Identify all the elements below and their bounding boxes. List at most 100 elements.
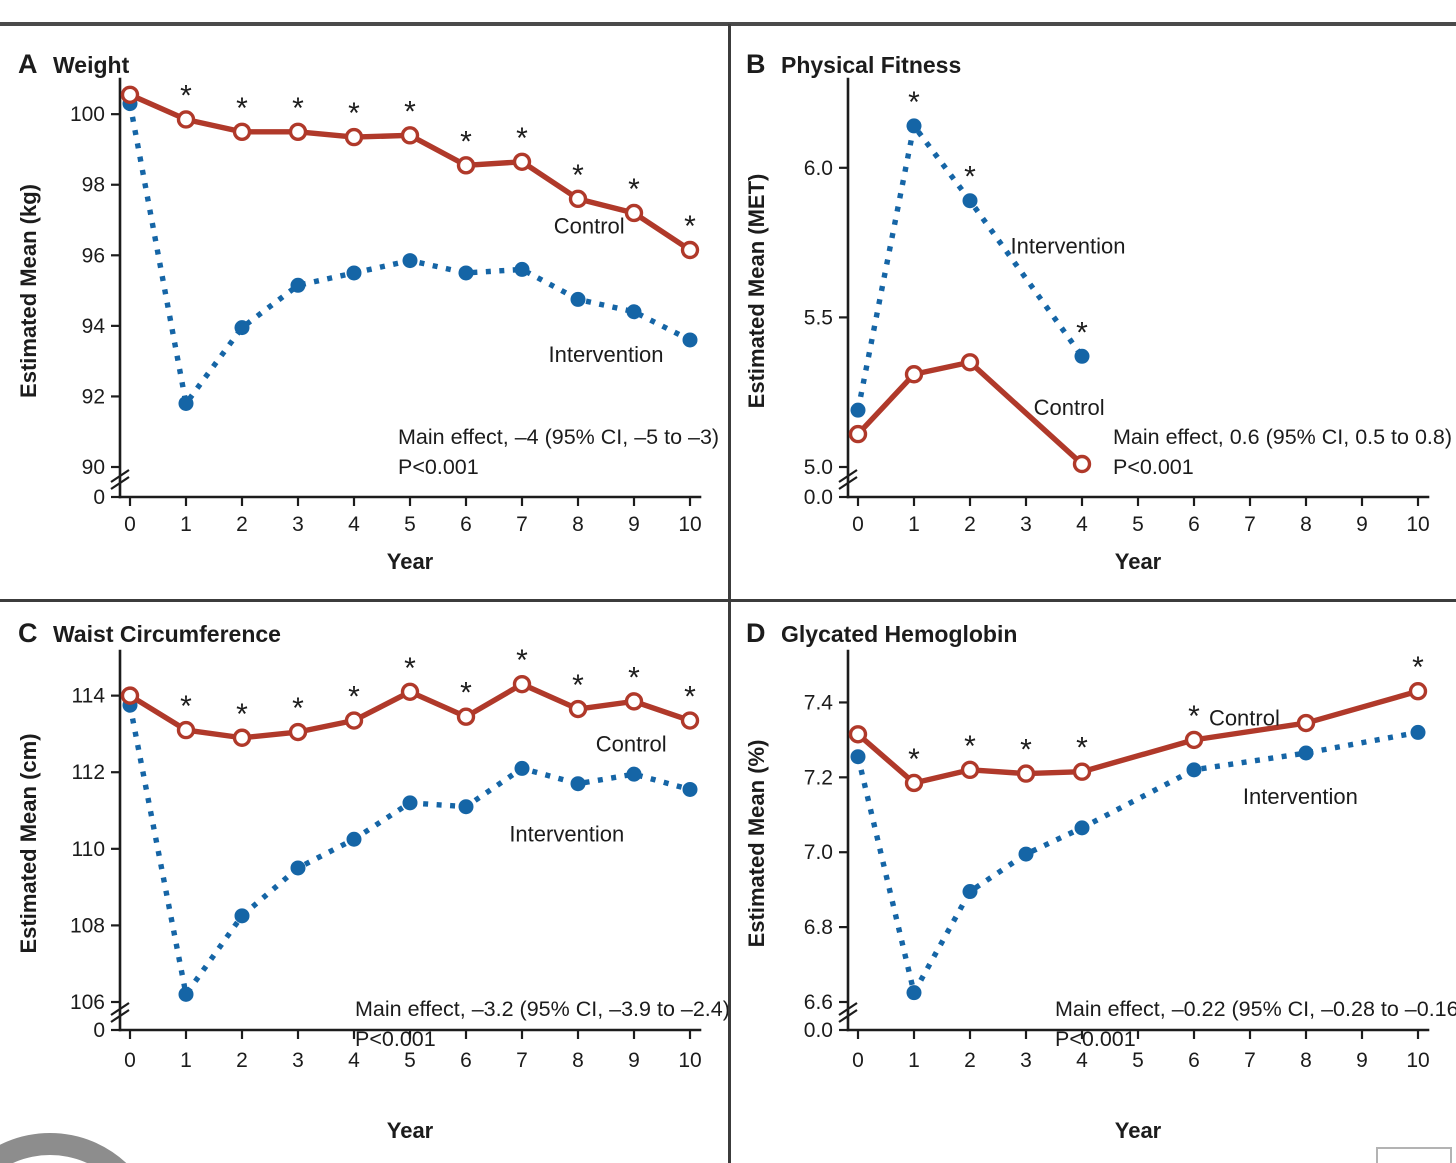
y-axis-break [838, 1002, 858, 1023]
svg-text:2: 2 [236, 513, 248, 536]
x-axis-label: Year [387, 1118, 434, 1143]
svg-text:114: 114 [72, 685, 106, 708]
main-effect-annotation: Main effect, –0.22 (95% CI, –0.28 to –0.… [1055, 997, 1456, 1051]
svg-text:0: 0 [93, 1019, 105, 1042]
significance-asterisks: * * * * * * * * * * [180, 79, 696, 243]
svg-text:6: 6 [1188, 513, 1200, 536]
intervention-marker [290, 277, 306, 293]
svg-text:112: 112 [72, 761, 105, 784]
intervention-marker [346, 265, 362, 281]
y-tick-labels: 106 108 110 112 114 0 [70, 685, 120, 1042]
control-marker [344, 711, 364, 730]
svg-text:5.0: 5.0 [804, 456, 833, 479]
main-effect-annotation: Main effect, 0.6 (95% CI, 0.5 to 0.8) P<0… [1113, 425, 1452, 479]
asterisk: * [572, 669, 584, 702]
svg-text:7.4: 7.4 [804, 691, 834, 714]
svg-text:100: 100 [70, 103, 105, 126]
main-effect-line: Main effect, 0.6 (95% CI, 0.5 to 0.8) [1113, 425, 1452, 449]
svg-text:96: 96 [82, 244, 105, 267]
panel-c-waist-circumference: C Waist Circumference 106 108 110 112 114 0 0 1 2… [0, 602, 728, 1163]
intervention-marker [626, 766, 642, 782]
svg-text:10: 10 [678, 1049, 701, 1072]
svg-text:3: 3 [1020, 513, 1032, 536]
intervention-marker [570, 776, 586, 792]
svg-text:8: 8 [572, 513, 584, 536]
p-value-line: P<0.001 [1055, 1027, 1136, 1051]
control-marker [624, 203, 644, 223]
intervention-marker [682, 781, 698, 797]
asterisk: * [628, 173, 640, 206]
y-tick-labels: 90 92 94 96 98 100 0 [70, 103, 120, 509]
logo-arc-graphic [0, 1133, 127, 1163]
svg-text:7: 7 [1244, 1049, 1256, 1072]
main-effect-line: Main effect, –3.2 (95% CI, –3.9 to –2.4) [355, 997, 728, 1021]
intervention-marker [290, 860, 306, 876]
control-marker [848, 424, 868, 444]
corner-box [1376, 1147, 1452, 1163]
control-marker [288, 722, 308, 742]
intervention-marker [402, 795, 418, 811]
panel-letter: A [18, 49, 38, 79]
intervention-label: Intervention [1243, 784, 1358, 809]
intervention-marker [178, 395, 194, 411]
control-marker [120, 686, 140, 705]
asterisk: * [572, 159, 584, 192]
y-axis-label: Estimated Mean (MET) [744, 174, 769, 409]
panel-d-chart: 6.6 6.8 7.0 7.2 7.4 0.0 0 1 2 3 4 5 6 7 8 9 10 Year Estima… [744, 649, 1456, 1143]
significance-asterisks: * * * * * * [908, 651, 1424, 776]
asterisk: * [908, 743, 920, 776]
svg-text:108: 108 [70, 914, 105, 937]
svg-text:4: 4 [1076, 513, 1088, 536]
asterisk: * [348, 681, 360, 714]
control-marker [904, 773, 924, 793]
svg-text:5: 5 [404, 513, 416, 536]
panel-letter: C [18, 618, 38, 648]
asterisk: * [628, 661, 640, 694]
asterisk: * [180, 79, 192, 112]
x-tick-labels: 0 1 2 3 4 5 6 7 8 9 10 [852, 1030, 1430, 1072]
svg-text:8: 8 [1300, 1049, 1312, 1072]
svg-text:0: 0 [93, 486, 105, 509]
panel-a-chart: 90 92 94 96 98 100 00 1 2 3 4 5 6 7 8 9 10 Year Estimated … [16, 77, 719, 574]
panel-b-physical-fitness: B Physical Fitness 5.0 5.5 6.0 0.0 0 1 2 3 4 5 6 7 8 9… [728, 23, 1456, 602]
control-line [856, 688, 1419, 786]
control-marker [1184, 730, 1204, 750]
control-series [120, 85, 700, 260]
svg-text:0: 0 [852, 513, 864, 536]
control-marker [288, 122, 308, 142]
intervention-marker [234, 320, 250, 336]
svg-text:8: 8 [572, 1049, 584, 1072]
svg-text:9: 9 [628, 513, 640, 536]
svg-text:2: 2 [236, 1049, 248, 1072]
svg-text:1: 1 [180, 1049, 192, 1072]
y-axis-break [110, 1002, 130, 1023]
svg-text:5: 5 [404, 1049, 416, 1072]
intervention-marker [626, 304, 642, 320]
panel-divider-vertical [728, 24, 731, 1163]
control-marker [848, 725, 868, 744]
control-marker [1072, 454, 1092, 474]
control-marker [568, 189, 588, 209]
control-label: Control [1034, 395, 1105, 420]
intervention-marker [1186, 762, 1202, 778]
svg-text:0.0: 0.0 [804, 486, 833, 509]
intervention-label: Intervention [509, 822, 624, 847]
svg-text:98: 98 [82, 174, 105, 197]
svg-text:7.2: 7.2 [804, 766, 833, 789]
control-marker [400, 126, 420, 145]
intervention-marker [458, 799, 474, 815]
intervention-series [122, 697, 698, 1002]
asterisk: * [460, 677, 472, 710]
svg-text:10: 10 [678, 513, 701, 536]
panel-b-title: B Physical Fitness [746, 49, 961, 80]
asterisk: * [964, 161, 976, 194]
main-effect-annotation: Main effect, –4 (95% CI, –5 to –3) P<0.00… [398, 425, 719, 479]
asterisk: * [684, 681, 696, 714]
svg-text:5: 5 [1132, 513, 1144, 536]
asterisk: * [292, 92, 304, 125]
panel-title-text: Weight [53, 52, 130, 78]
svg-text:9: 9 [1356, 1049, 1368, 1072]
panel-c-title: C Waist Circumference [18, 618, 281, 649]
control-marker [512, 674, 532, 694]
